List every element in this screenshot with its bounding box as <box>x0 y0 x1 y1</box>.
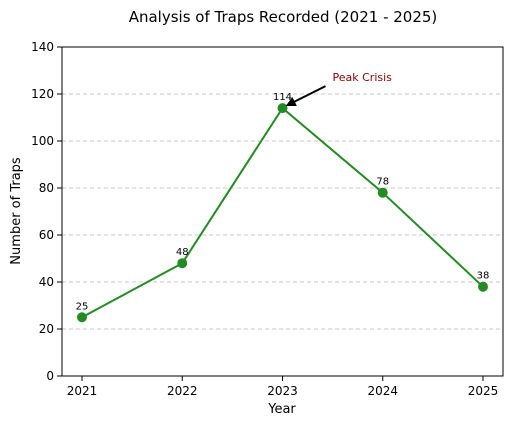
data-point <box>377 187 388 198</box>
x-axis-label: Year <box>267 402 296 417</box>
data-label: 38 <box>477 271 490 282</box>
data-point <box>177 258 188 269</box>
x-axis-ticks: 2021 2022 2023 2024 2025 <box>67 376 499 398</box>
data-point <box>277 103 288 114</box>
chart-title: Analysis of Traps Recorded (2021 - 2025) <box>129 8 438 26</box>
y-tick-label: 120 <box>31 87 54 101</box>
annotation-peak-crisis: Peak Crisis <box>285 71 393 106</box>
annotation-arrow <box>285 85 326 106</box>
x-tick-label: 2025 <box>468 384 499 398</box>
data-point <box>478 281 488 292</box>
y-tick-label: 60 <box>39 228 54 242</box>
series-traps <box>77 103 488 323</box>
series-line <box>81 106 484 319</box>
gridlines <box>62 93 503 330</box>
annotation-text: Peak Crisis <box>333 71 393 84</box>
data-label: 25 <box>76 301 89 312</box>
data-point <box>77 312 87 323</box>
y-axis-ticks: 0 20 40 60 80 100 120 140 <box>31 40 62 383</box>
data-label: 48 <box>176 247 189 258</box>
x-tick-label: 2023 <box>267 384 298 398</box>
y-axis-label: Number of Traps <box>9 157 24 265</box>
x-tick-label: 2022 <box>167 384 198 398</box>
y-tick-label: 80 <box>39 181 54 195</box>
data-labels: 25 48 114 78 38 <box>76 92 490 312</box>
y-tick-label: 140 <box>31 40 54 54</box>
y-tick-label: 20 <box>39 322 54 336</box>
data-label: 78 <box>376 177 389 188</box>
y-tick-label: 40 <box>39 275 54 289</box>
y-tick-label: 0 <box>46 369 54 383</box>
y-tick-label: 100 <box>31 134 54 148</box>
data-label: 114 <box>273 92 292 103</box>
x-tick-label: 2021 <box>67 384 98 398</box>
x-tick-label: 2024 <box>367 384 398 398</box>
